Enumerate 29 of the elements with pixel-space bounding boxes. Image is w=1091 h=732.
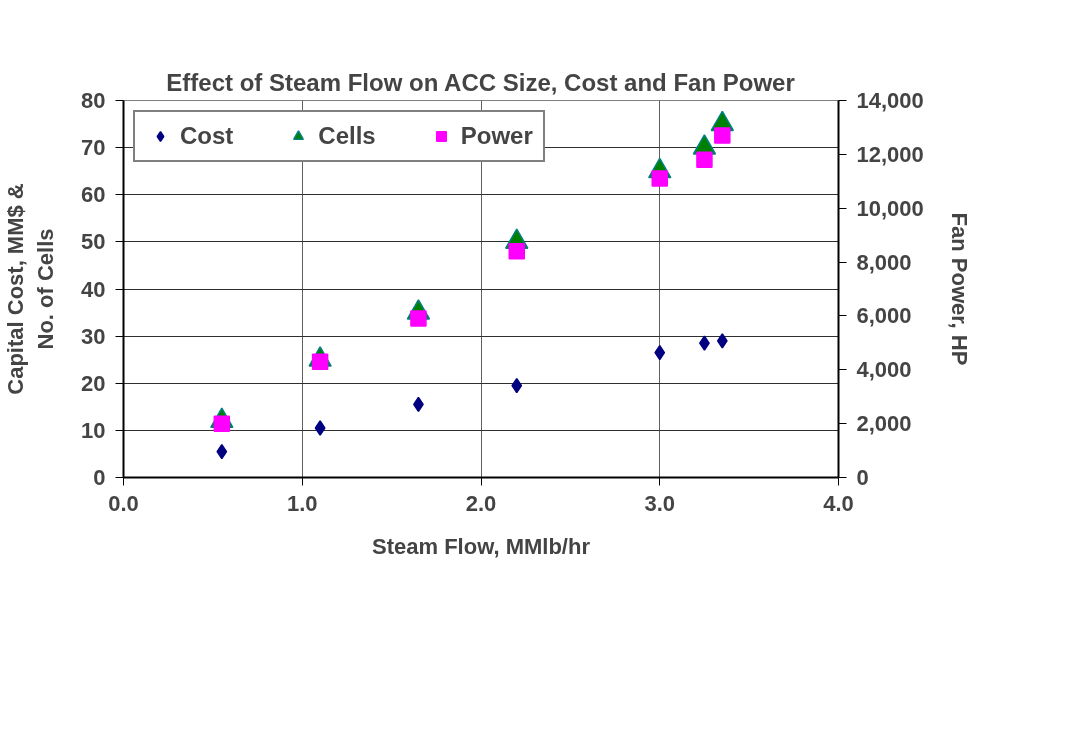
y2-tick-label: 14,000 bbox=[856, 88, 924, 113]
y-tick-label: 20 bbox=[81, 370, 106, 396]
y-tick-label: 30 bbox=[81, 323, 106, 349]
y2-tick-label: 10,000 bbox=[856, 195, 924, 221]
y-axis-title: Capital Cost, MM$ & No. of Cells bbox=[3, 183, 59, 395]
y2-tick-label: 6,000 bbox=[856, 303, 912, 329]
y-tick-label: 80 bbox=[81, 88, 106, 113]
y-tick-label: 70 bbox=[81, 135, 106, 161]
y-tick-label: 60 bbox=[81, 182, 106, 208]
y-tick-label: 10 bbox=[81, 417, 106, 443]
x-tick-label: 4.0 bbox=[823, 490, 854, 516]
y2-tick-label: 2,000 bbox=[856, 411, 912, 437]
y2-tick-label: 12,000 bbox=[856, 141, 924, 167]
x-tick-label: 3.0 bbox=[644, 490, 676, 516]
y2-axis-title: Fan Power, HP bbox=[946, 212, 972, 366]
y2-tick-label: 0 bbox=[856, 465, 869, 490]
legend-label: Power bbox=[460, 122, 533, 150]
y2-tick-label: 8,000 bbox=[856, 249, 912, 275]
x-axis-title: Steam Flow, MMlb/hr bbox=[372, 533, 591, 559]
y2-tick-label: 4,000 bbox=[856, 357, 912, 383]
legend-label: Cells bbox=[318, 122, 376, 150]
legend-label: Cost bbox=[180, 122, 234, 150]
y-tick-label: 50 bbox=[81, 229, 106, 255]
x-tick-label: 0.0 bbox=[108, 490, 139, 516]
chart-title: Effect of Steam Flow on ACC Size, Cost and Fan Power bbox=[166, 68, 795, 96]
x-tick-label: 2.0 bbox=[465, 490, 497, 516]
y-tick-label: 0 bbox=[93, 465, 106, 490]
x-tick-label: 1.0 bbox=[286, 490, 318, 516]
y-tick-label: 40 bbox=[81, 276, 106, 302]
